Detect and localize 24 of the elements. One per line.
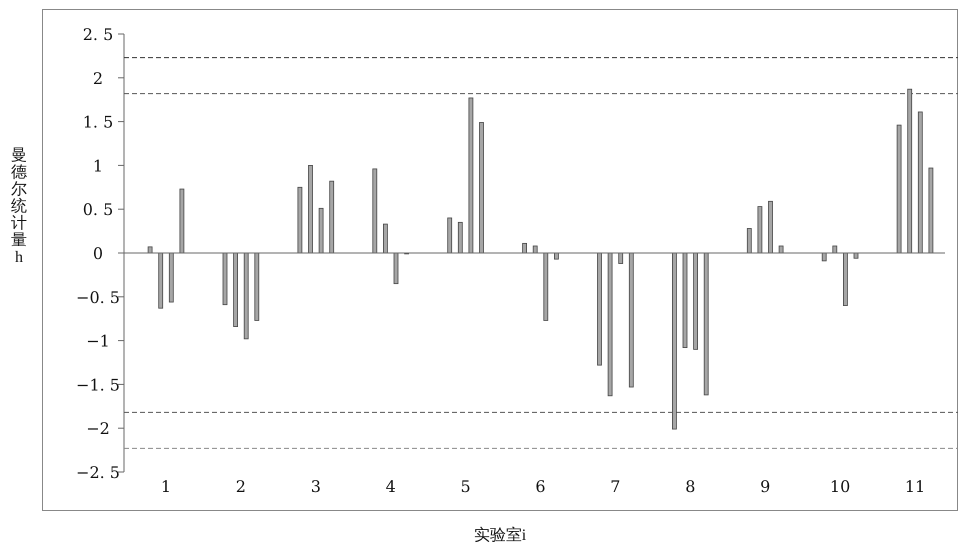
ytick: −2 — [86, 419, 110, 438]
ytick: −1 — [86, 332, 110, 351]
ytick: −2. 5 — [76, 463, 120, 482]
ytick: −0. 5 — [76, 288, 120, 307]
xtick: 5 — [460, 477, 471, 496]
ytick: 1 — [92, 156, 104, 176]
xtick: 4 — [386, 477, 396, 496]
xtick: 10 — [830, 477, 850, 496]
xtick: 1 — [160, 477, 172, 496]
ylabel: 曼德尔统计量h — [11, 147, 27, 266]
ytick: 2. 5 — [82, 25, 114, 44]
xlabel: 实验室i — [474, 527, 526, 544]
xtick: 8 — [685, 477, 696, 496]
ytick: −1. 5 — [76, 375, 120, 394]
ytick: 1. 5 — [82, 112, 114, 132]
xtick: 3 — [310, 477, 321, 496]
xtick: 6 — [535, 477, 546, 496]
ytick: 0 — [92, 244, 104, 263]
ytick: 0. 5 — [82, 200, 114, 220]
ytick: 2 — [92, 68, 104, 88]
xtick: 11 — [904, 477, 926, 496]
xtick: 9 — [760, 477, 770, 496]
xtick: 2 — [236, 477, 246, 496]
xtick: 7 — [610, 477, 620, 496]
